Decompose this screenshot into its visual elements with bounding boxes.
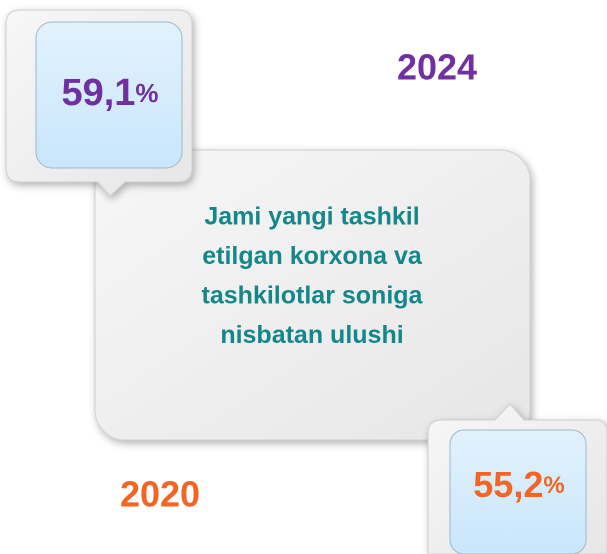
center-line: nisbatan ulushi [220, 321, 403, 349]
callout-top [5, 9, 193, 197]
center-box [94, 149, 531, 441]
callout-bottom [427, 403, 607, 554]
center-line: Jami yangi tashkil [204, 203, 419, 231]
value-top: 59,1% [61, 72, 158, 114]
unit: % [543, 472, 564, 499]
center-line: etilgan korxona va [202, 242, 423, 270]
value-bottom: 55,2% [473, 464, 564, 505]
value: 55,2 [473, 464, 543, 505]
year-bottom: 2020 [120, 474, 200, 515]
center-line: tashkilotlar soniga [202, 282, 424, 310]
center-text: Jami yangi tashkil etilgan korxona va tash… [202, 203, 424, 350]
year-top: 2024 [397, 47, 477, 88]
unit: % [135, 78, 158, 108]
value: 59,1 [61, 72, 135, 114]
